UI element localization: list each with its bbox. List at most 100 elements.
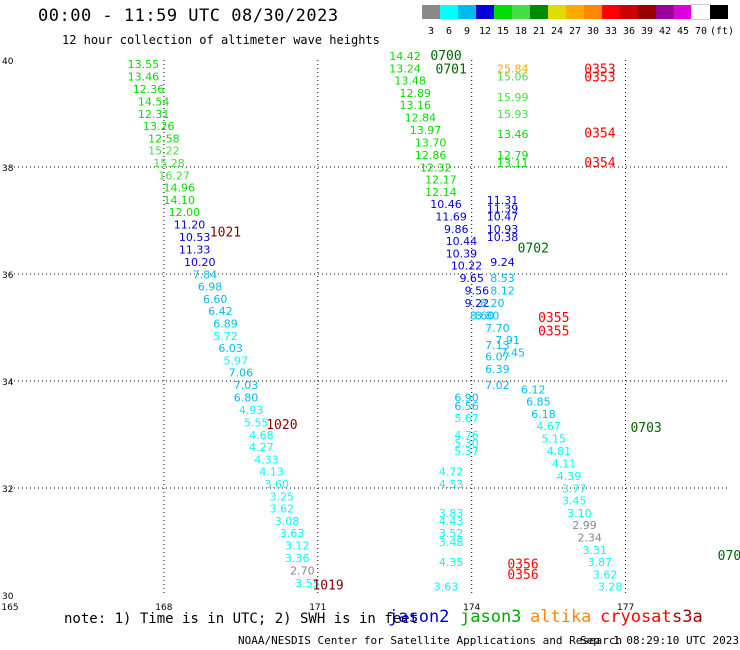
colorbar-swatch [674, 5, 692, 19]
wave-height-value: 7.45 [500, 346, 525, 359]
colorbar-swatch [638, 5, 656, 19]
time-label: 1020 [266, 418, 297, 433]
wave-height-value: 5.37 [454, 445, 479, 458]
time-label: 0704 [718, 549, 740, 564]
wave-height-value: 3.83 [439, 507, 464, 520]
wave-height-value: 4.68 [249, 429, 274, 442]
wave-height-value: 13.55 [128, 58, 160, 71]
wave-height-value: 3.45 [562, 495, 587, 508]
wave-height-value: 4.81 [547, 445, 572, 458]
colorbar-swatch [422, 5, 440, 19]
wave-height-value: 13.46 [128, 70, 160, 83]
wave-height-value: 4.43 [439, 515, 464, 528]
colorbar-label: 33 [604, 26, 618, 37]
wave-height-value: 5.97 [223, 354, 248, 367]
wave-height-value: 13.48 [394, 75, 426, 88]
wave-height-value: 12.84 [405, 112, 437, 125]
wave-height-value: 3.08 [275, 515, 300, 528]
wave-height-value: 4.11 [552, 458, 577, 471]
time-label: 0703 [630, 421, 661, 436]
colorbar-label: 6 [445, 26, 453, 37]
wave-height-value: 6.56 [454, 400, 479, 413]
wave-height-value: 3.77 [562, 482, 587, 495]
wave-height-value: 5.15 [542, 433, 567, 446]
wave-height-value: 11.69 [435, 211, 467, 224]
wave-height-value: 3.60 [265, 478, 290, 491]
wave-height-value: 3.12 [285, 540, 310, 553]
wave-height-value: 15.22 [148, 145, 180, 158]
colorbar-swatch [656, 5, 674, 19]
wave-height-value: 8.12 [490, 284, 515, 297]
satellite-label-s3a: s3a [672, 607, 703, 627]
color-legend: 3 6 9 12 15 18 21 24 27 30 33 36 39 42 45 70 (ft) [422, 4, 734, 37]
wave-height-value: 15.99 [497, 91, 529, 104]
wave-height-value: 9.24 [490, 256, 515, 269]
wave-height-value: 12.89 [400, 87, 432, 100]
colorbar-label: 15 [496, 26, 510, 37]
wave-height-value: 15.28 [153, 157, 185, 170]
colorbar-swatch [620, 5, 638, 19]
wave-height-value: 6.90 [454, 391, 479, 404]
wave-height-value: 10.38 [487, 231, 519, 244]
time-label: 0354 [584, 156, 615, 171]
wave-height-value: 4.76 [454, 429, 479, 442]
wave-height-value: 12.79 [497, 149, 529, 162]
time-label: 0353 [584, 70, 615, 85]
colorbar-swatch [512, 5, 530, 19]
wave-height-value: 13.26 [143, 120, 175, 133]
wave-height-value: 3.87 [588, 556, 613, 569]
wave-height-value: 5.72 [213, 330, 238, 343]
wave-height-value: 7.06 [229, 367, 254, 380]
wave-height-value: 12.31 [138, 108, 170, 121]
lat-tick-label: 32 [2, 485, 13, 495]
wave-height-value: 12.32 [420, 161, 452, 174]
colorbar-label: 45 [676, 26, 690, 37]
wave-height-value: 12.36 [133, 83, 165, 96]
wave-height-value: 6.39 [485, 363, 510, 376]
colorbar-swatch [584, 5, 602, 19]
wave-height-value: 7.03 [234, 379, 259, 392]
wave-height-value: 12.00 [169, 206, 201, 219]
wave-height-value: 3.63 [280, 527, 305, 540]
wave-height-value: 3.52 [439, 527, 464, 540]
wave-height-value: 10.93 [487, 223, 519, 236]
wave-height-value: 5.30 [454, 437, 479, 450]
wave-height-value: 10.20 [184, 256, 216, 269]
wave-height-value: 2.34 [577, 532, 602, 545]
wave-height-value: 10.22 [451, 260, 483, 273]
colorbar-label: 42 [658, 26, 672, 37]
wave-height-value: 7.84 [193, 268, 218, 281]
footer-note: note: 1) Time is in UTC; 2) SWH is in fe… [64, 611, 419, 627]
time-label: 0700 [430, 49, 461, 64]
page-title: 00:00 - 11:59 UTC 08/30/2023 [38, 6, 339, 26]
wave-height-value: 6.85 [526, 396, 551, 409]
colorbar-label: (ft) [710, 26, 735, 37]
satellite-label-altika: altika [530, 607, 592, 627]
wave-height-value: 7.91 [495, 334, 520, 347]
colorbar-swatch [494, 5, 512, 19]
wave-height-value: 10.39 [446, 247, 478, 260]
wave-height-value: 16.27 [158, 169, 190, 182]
wave-height-value: 2.70 [290, 565, 315, 578]
wave-height-value: 12.17 [425, 174, 457, 187]
lon-tick-label: 168 [155, 603, 172, 613]
colorbar-swatch [548, 5, 566, 19]
wave-height-value: 13.97 [410, 124, 442, 137]
colorbar-swatch [566, 5, 584, 19]
wave-height-value: 3.36 [285, 552, 310, 565]
wave-height-value: 9.22 [465, 297, 490, 310]
colorbar-label: 24 [550, 26, 564, 37]
wave-height-value: 14.10 [164, 194, 196, 207]
wave-height-value: 13.11 [497, 157, 529, 170]
wave-height-value: 3.62 [270, 503, 295, 516]
colorbar-swatch [710, 5, 728, 19]
wave-height-value: 8.60 [470, 309, 495, 322]
wave-height-value: 3.25 [270, 490, 295, 503]
satellite-label-cryosat: cryosat [600, 607, 672, 627]
wave-height-value: 3.63 [434, 581, 459, 594]
lon-tick-label: 165 [1, 603, 18, 613]
wave-height-value: 7.02 [485, 379, 510, 392]
wave-height-value: 10.53 [179, 231, 211, 244]
generated-timestamp: Sep 1 08:29:10 UTC 2023 [580, 634, 739, 647]
